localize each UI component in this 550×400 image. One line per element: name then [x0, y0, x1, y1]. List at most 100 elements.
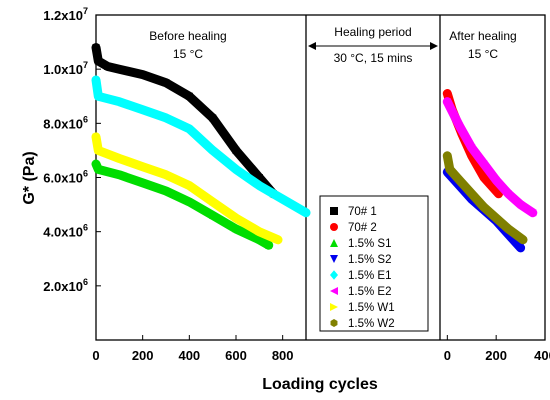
data-point: [185, 92, 193, 100]
series-line: [442, 97, 538, 218]
y-tick-label: 6.0x106: [43, 169, 88, 186]
data-point: [92, 160, 100, 168]
y-tick-label: 1.0x107: [43, 60, 88, 77]
data-point: [92, 133, 100, 141]
x-axis-title: Loading cycles: [262, 376, 378, 393]
data-point: [279, 194, 287, 204]
data-point: [209, 114, 217, 122]
after-label-line2: 15 °C: [468, 47, 498, 61]
y-tick-mantissa: 6.0x10: [43, 171, 83, 186]
x-tick-label: 400: [178, 348, 200, 363]
data-point: [456, 122, 464, 130]
data-point: [255, 236, 263, 244]
data-point: [274, 236, 282, 244]
data-point: [302, 208, 310, 217]
data-point: [443, 90, 451, 98]
y-tick-exponent: 6: [83, 223, 88, 233]
data-point: [468, 144, 476, 152]
data-point: [505, 225, 512, 233]
data-point: [139, 105, 147, 114]
data-point: [139, 179, 147, 187]
data-point: [265, 241, 273, 249]
x-axis: 0 200 400 600 800 0 200 400: [92, 335, 550, 363]
series-1-5-e2-after: [442, 97, 538, 218]
healing-label-line2: 30 °C, 15 mins: [334, 51, 413, 65]
legend-label: 1.5% E1: [348, 270, 391, 282]
data-point: [115, 65, 123, 73]
y-axis-title: G* (Pa): [21, 151, 38, 204]
series-1-5-w1-before: [91, 132, 283, 245]
legend-marker: [330, 319, 338, 327]
data-point: [209, 211, 217, 219]
data-point: [232, 214, 240, 222]
data-point: [517, 244, 525, 252]
data-point: [232, 165, 240, 174]
x-tick-label: 800: [272, 348, 294, 363]
legend-label: 70# 2: [348, 222, 377, 234]
series-1-5-w2-after: [442, 151, 528, 245]
legend-label: 1.5% W1: [348, 302, 395, 314]
data-point: [255, 174, 263, 181]
x-tick-label: 200: [132, 348, 154, 363]
data-point: [517, 201, 525, 209]
panel-annotations: Before healing 15 °C Healing period 30 °…: [149, 25, 516, 65]
data-point: [209, 146, 217, 155]
data-point: [456, 176, 463, 184]
legend-label: 1.5% S2: [348, 254, 391, 266]
legend-marker: [330, 223, 338, 231]
healing-arrow: [308, 42, 438, 50]
y-tick-exponent: 6: [83, 114, 88, 124]
y-tick-exponent: 7: [83, 60, 88, 70]
data-point: [162, 171, 170, 179]
data-point: [115, 171, 123, 179]
y-tick-mantissa: 2.0x10: [43, 279, 83, 294]
healing-arrow-head-left: [308, 42, 316, 50]
legend-label: 70# 1: [348, 206, 377, 218]
y-tick-exponent: 6: [83, 169, 88, 179]
data-point: [480, 174, 488, 181]
series-layer: [91, 43, 538, 253]
data-point: [495, 190, 503, 198]
y-tick-label: 8.0x106: [43, 114, 88, 131]
legend-marker: [330, 287, 338, 295]
data-point: [232, 225, 240, 233]
data-point: [94, 165, 102, 173]
data-point: [162, 187, 170, 195]
data-point: [139, 163, 147, 171]
legend-marker: [330, 255, 338, 263]
x-tick-label: 0: [92, 348, 99, 363]
legend-label: 1.5% W2: [348, 318, 395, 330]
series-1-5-e1-before: [91, 75, 311, 218]
legend-label: 1.5% E2: [348, 286, 391, 298]
data-point: [162, 79, 170, 87]
data-point: [255, 228, 263, 236]
data-point: [446, 165, 453, 173]
data-point: [504, 190, 512, 198]
x-tick-label: 200: [485, 348, 507, 363]
data-point: [444, 152, 451, 160]
data-point: [185, 198, 193, 206]
data-point: [480, 203, 487, 211]
y-tick-label: 1.2x107: [43, 6, 88, 23]
x-tick-label: 0: [444, 348, 451, 363]
y-tick-mantissa: 8.0x10: [43, 116, 83, 131]
data-point: [94, 92, 102, 101]
series-line: [91, 159, 274, 250]
data-point: [94, 57, 102, 65]
data-point: [232, 146, 240, 154]
data-point: [162, 113, 170, 123]
series-line: [91, 132, 283, 245]
data-point: [185, 182, 193, 190]
y-tick-mantissa: 1.0x10: [43, 62, 83, 77]
data-point: [519, 236, 527, 244]
healing-arrow-head-right: [430, 42, 438, 50]
legend-box: [319, 195, 429, 332]
x-tick-label: 400: [534, 348, 550, 363]
legend-marker: [330, 303, 338, 311]
data-point: [209, 198, 217, 206]
after-label-line1: After healing: [449, 29, 516, 43]
healing-label-line1: Healing period: [334, 25, 411, 39]
legend-marker: [330, 207, 338, 215]
y-axis: 2.0x1064.0x1066.0x1068.0x1061.0x1071.2x1…: [43, 6, 101, 294]
